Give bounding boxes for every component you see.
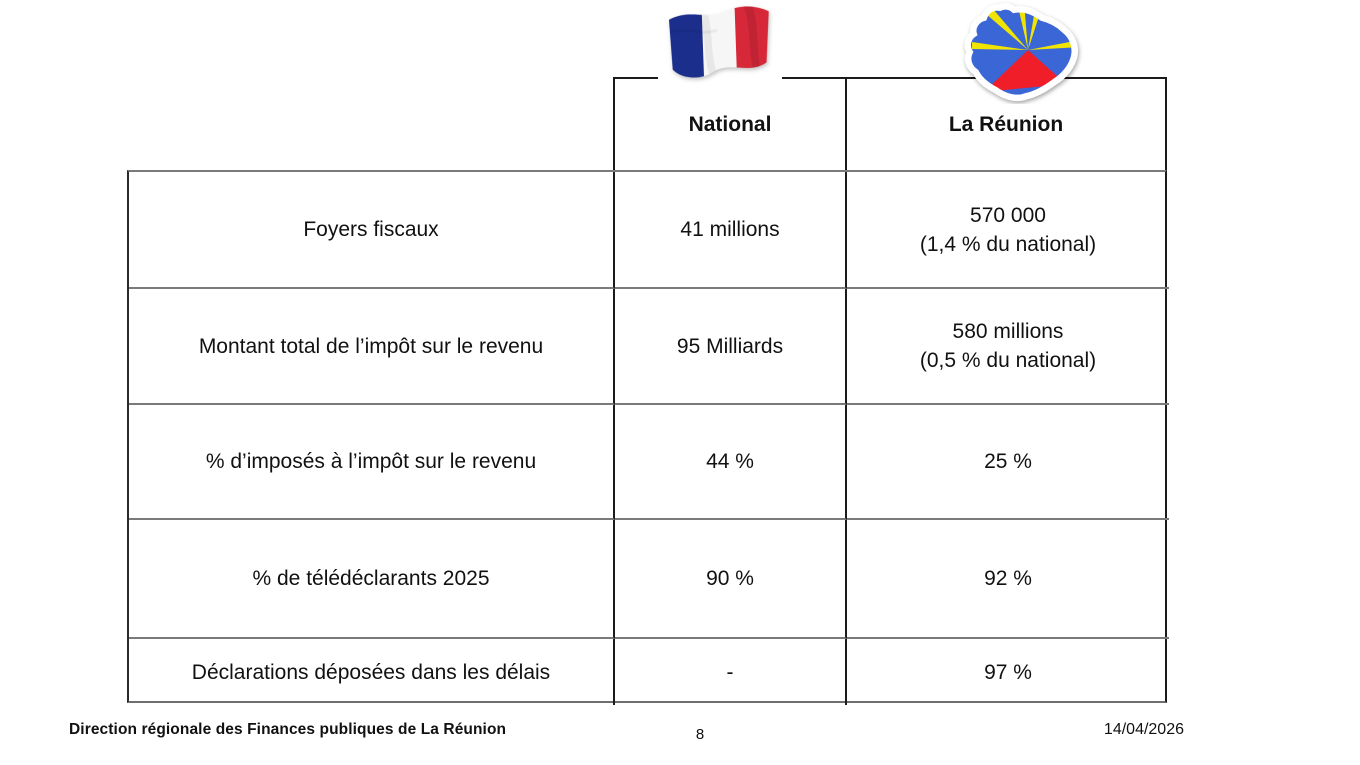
row-label: Foyers fiscaux — [129, 172, 615, 289]
reunion-value-main: 570 000 — [970, 203, 1046, 227]
page-number: 8 — [695, 726, 705, 743]
france-flag-icon — [658, 2, 782, 94]
reunion-value: 25 % — [847, 405, 1169, 520]
row-label: % d’imposés à l’impôt sur le revenu — [129, 405, 615, 520]
reunion-value-note: (1,4 % du national) — [919, 232, 1097, 256]
national-value: - — [615, 639, 847, 705]
footer-date: 14/04/2026 — [1103, 721, 1184, 738]
reunion-value-main: 580 millions — [952, 320, 1064, 343]
row-label: Déclarations déposées dans les délais — [129, 639, 615, 705]
footer-organization: Direction régionale des Finances publiqu… — [69, 721, 507, 738]
row-label: Montant total de l’impôt sur le revenu — [129, 289, 615, 405]
comparison-table: Foyers fiscaux 41 millions 570 000 (1,4 … — [127, 170, 1169, 705]
reunion-value-note: (0,5 % du national) — [919, 349, 1097, 372]
column-header-national: National — [615, 79, 847, 170]
national-value: 90 % — [615, 520, 847, 639]
national-value: 41 millions — [615, 172, 847, 289]
column-header-reunion: La Réunion — [948, 112, 1064, 136]
reunion-value: 580 millions (0,5 % du national) — [847, 289, 1169, 405]
national-value: 95 Milliards — [615, 289, 847, 405]
reunion-value: 92 % — [847, 520, 1169, 639]
reunion-island-flag-icon — [960, 0, 1088, 104]
national-value: 44 % — [615, 405, 847, 520]
table-header-row: National La Réunion — [613, 77, 1167, 170]
reunion-value: 97 % — [984, 660, 1032, 684]
row-label: % de télédéclarants 2025 — [129, 520, 615, 639]
reunion-value: 570 000 (1,4 % du national) — [847, 172, 1169, 289]
